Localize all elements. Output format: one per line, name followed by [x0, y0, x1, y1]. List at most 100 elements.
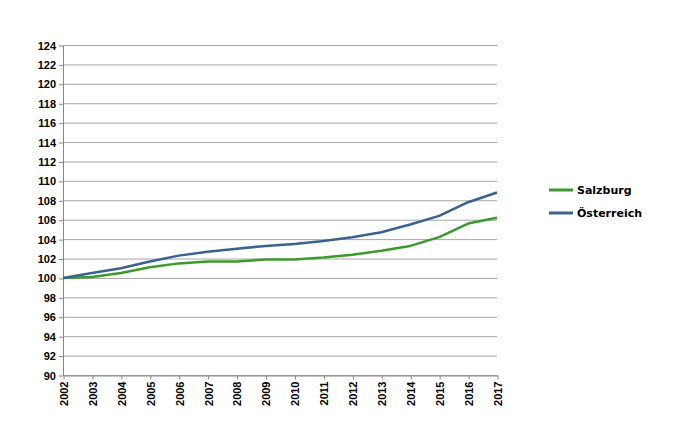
x-tick-mark [440, 376, 441, 380]
x-tick-mark [353, 376, 354, 380]
x-tick-mark [498, 376, 499, 380]
y-tick: 100 [38, 272, 63, 284]
grid-line [63, 278, 497, 279]
grid-line [63, 84, 497, 85]
y-tick: 92 [44, 350, 63, 362]
x-tick: 2005 [145, 376, 157, 406]
x-tick-mark [121, 376, 122, 380]
y-tick-label: 114 [38, 137, 57, 149]
y-tick-label: 96 [44, 311, 56, 323]
x-tick-mark [150, 376, 151, 380]
grid-line [63, 123, 497, 124]
y-tick-label: 98 [44, 292, 56, 304]
y-tick-mark [59, 298, 63, 299]
x-tick-label: 2012 [347, 382, 359, 406]
y-tick-label: 108 [38, 195, 56, 207]
x-tick-mark [324, 376, 325, 380]
y-tick: 110 [38, 175, 63, 187]
x-tick-mark [237, 376, 238, 380]
y-tick: 98 [44, 292, 63, 304]
x-tick: 2013 [376, 376, 388, 406]
x-tick: 2014 [405, 376, 417, 406]
x-tick-label: 2017 [492, 382, 504, 406]
grid-line [63, 181, 497, 182]
x-tick-mark [179, 376, 180, 380]
grid-line [63, 45, 497, 46]
y-tick: 122 [38, 59, 63, 71]
legend-label: Salzburg [577, 184, 632, 197]
y-tick-label: 116 [38, 117, 56, 129]
y-tick-mark [59, 201, 63, 202]
y-tick: 90 [44, 370, 63, 382]
x-tick-label: 2003 [87, 382, 99, 406]
y-tick-label: 106 [38, 214, 56, 226]
x-tick: 2004 [116, 376, 128, 406]
y-tick-label: 92 [44, 350, 56, 362]
x-axis: 2002200320042005200620072008200920102011… [58, 376, 504, 406]
x-tick: 2017 [492, 376, 504, 406]
y-tick: 112 [38, 156, 63, 168]
x-tick-label: 2004 [116, 381, 128, 406]
x-tick: 2010 [289, 376, 301, 406]
grid-line [63, 200, 497, 201]
x-tick-label: 2011 [318, 382, 330, 406]
y-tick-label: 124 [38, 40, 57, 52]
x-tick-mark [92, 376, 93, 380]
grid-line [63, 161, 497, 162]
x-tick-mark [266, 376, 267, 380]
series-line [63, 218, 497, 278]
x-tick: 2015 [434, 376, 446, 406]
y-tick-mark [59, 181, 63, 182]
x-tick: 2008 [231, 376, 243, 406]
y-tick-mark [59, 162, 63, 163]
y-tick: 114 [38, 137, 63, 149]
y-tick-label: 122 [38, 59, 56, 71]
legend-swatch [549, 189, 573, 192]
x-tick-mark [64, 376, 65, 380]
y-tick-mark [59, 376, 63, 377]
x-tick-label: 2014 [405, 381, 417, 406]
y-tick: 124 [38, 40, 63, 52]
x-tick: 2016 [463, 376, 475, 406]
grid-line [63, 336, 497, 337]
lines [63, 193, 497, 278]
x-tick-label: 2005 [145, 382, 157, 406]
x-tick-mark [469, 376, 470, 380]
grid [63, 46, 497, 376]
y-tick-mark [59, 356, 63, 357]
y-tick: 96 [44, 311, 63, 323]
y-tick: 118 [38, 98, 63, 110]
y-tick: 104 [38, 234, 63, 246]
y-axis-line [63, 46, 64, 376]
y-tick-label: 104 [38, 234, 57, 246]
x-tick: 2011 [318, 376, 330, 406]
series-line [63, 193, 497, 278]
y-tick-mark [59, 317, 63, 318]
x-tick: 2012 [347, 376, 359, 406]
legend-swatch [549, 212, 573, 215]
y-tick: 102 [38, 253, 63, 265]
x-tick-label: 2007 [203, 382, 215, 406]
y-tick-mark [59, 46, 63, 47]
y-tick-mark [59, 123, 63, 124]
x-tick-mark [411, 376, 412, 380]
y-tick-mark [59, 65, 63, 66]
y-tick: 120 [38, 78, 63, 90]
x-tick-label: 2002 [58, 382, 70, 406]
grid-line [63, 103, 497, 104]
x-tick-label: 2016 [463, 382, 475, 406]
y-tick: 106 [38, 214, 63, 226]
y-tick-mark [59, 240, 63, 241]
y-tick-mark [59, 220, 63, 221]
y-tick-label: 100 [38, 272, 56, 284]
y-tick-label: 102 [38, 253, 56, 265]
y-tick-mark [59, 104, 63, 105]
y-tick-label: 120 [38, 78, 56, 90]
grid-line [63, 297, 497, 298]
x-tick-label: 2010 [289, 382, 301, 406]
x-tick-mark [295, 376, 296, 380]
y-tick-label: 110 [38, 175, 56, 187]
x-tick-label: 2008 [231, 382, 243, 406]
y-tick-mark [59, 259, 63, 260]
x-tick-label: 2009 [260, 382, 272, 406]
